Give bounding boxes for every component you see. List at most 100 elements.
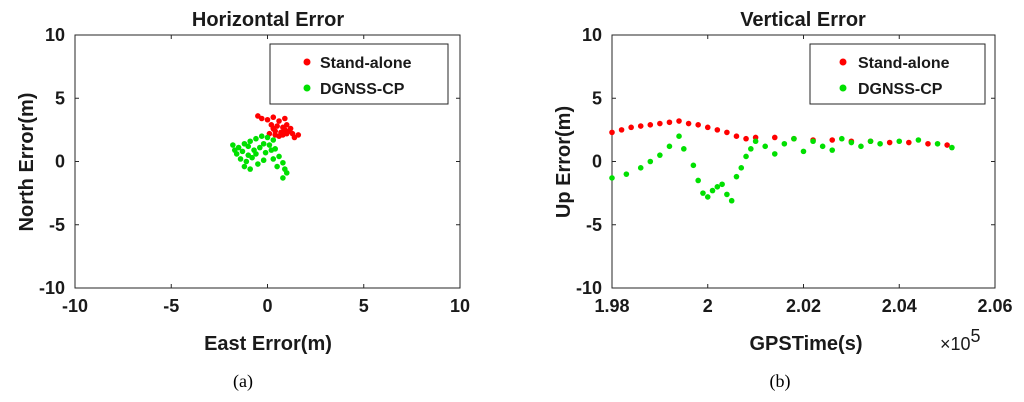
- y-axis-label: North Error(m): [16, 93, 38, 232]
- point-dgnss-cp: [949, 144, 955, 151]
- x-tick-label: 2.04: [882, 296, 917, 316]
- legend-marker-dgnss-cp: [839, 84, 847, 92]
- point-stand-alone: [906, 139, 912, 146]
- y-tick-label: 5: [55, 88, 65, 108]
- data-points: [609, 118, 955, 204]
- point-stand-alone: [704, 124, 711, 131]
- point-dgnss-cp: [733, 173, 740, 180]
- legend-label-dgnss-cp: DGNSS-CP: [858, 81, 943, 98]
- point-stand-alone: [628, 124, 634, 131]
- point-stand-alone: [285, 128, 292, 134]
- x-axis-label: GPSTime(s): [750, 333, 863, 355]
- x-tick-label: 0: [262, 296, 272, 316]
- point-stand-alone: [637, 123, 644, 129]
- point-dgnss-cp: [260, 140, 267, 147]
- point-dgnss-cp: [249, 154, 255, 161]
- point-stand-alone: [733, 133, 740, 139]
- point-stand-alone: [925, 140, 931, 147]
- point-stand-alone: [258, 115, 265, 122]
- point-stand-alone: [714, 127, 721, 133]
- point-stand-alone: [676, 118, 682, 124]
- point-dgnss-cp: [877, 140, 883, 147]
- y-tick-label: -10: [39, 278, 65, 298]
- point-dgnss-cp: [247, 138, 253, 145]
- point-dgnss-cp: [700, 190, 706, 196]
- y-tick-label: 10: [45, 25, 65, 45]
- point-stand-alone: [695, 122, 701, 128]
- chart-title: Vertical Error: [740, 9, 866, 31]
- point-dgnss-cp: [724, 191, 730, 198]
- point-stand-alone: [944, 142, 950, 148]
- point-dgnss-cp: [743, 153, 749, 160]
- point-dgnss-cp: [260, 157, 267, 164]
- point-stand-alone: [618, 127, 625, 133]
- point-stand-alone: [270, 125, 277, 132]
- point-stand-alone: [829, 137, 836, 143]
- x-tick-label: -5: [163, 296, 179, 316]
- point-dgnss-cp: [695, 177, 701, 184]
- y-tick-label: 0: [592, 152, 602, 172]
- y-axis-label: Up Error(m): [553, 106, 575, 218]
- multiplier-exponent: 5: [971, 326, 981, 346]
- point-stand-alone: [685, 120, 692, 127]
- point-dgnss-cp: [762, 143, 768, 150]
- point-stand-alone: [647, 122, 654, 128]
- point-dgnss-cp: [738, 165, 745, 171]
- point-dgnss-cp: [270, 137, 277, 143]
- point-dgnss-cp: [247, 166, 253, 172]
- point-stand-alone: [666, 119, 673, 126]
- point-dgnss-cp: [647, 158, 654, 165]
- x-tick-label: 2.02: [786, 296, 821, 316]
- axes: -10 -5 0 5 10 10 5 0 -5 -10: [39, 25, 470, 316]
- point-dgnss-cp: [264, 134, 271, 141]
- point-dgnss-cp: [270, 156, 277, 162]
- x-tick-label: 10: [450, 296, 470, 316]
- point-dgnss-cp: [283, 170, 290, 176]
- point-dgnss-cp: [714, 184, 721, 190]
- point-stand-alone: [270, 114, 277, 121]
- vertical-error-panel: Vertical Error 1.98 2 2.02 2.04 2.06 10 5 0 -5 -1…: [553, 9, 1013, 392]
- point-dgnss-cp: [280, 175, 286, 181]
- point-dgnss-cp: [681, 146, 687, 152]
- point-dgnss-cp: [896, 138, 903, 145]
- point-dgnss-cp: [230, 142, 236, 148]
- point-dgnss-cp: [243, 158, 250, 165]
- chart-title: Horizontal Error: [192, 9, 344, 31]
- point-dgnss-cp: [253, 135, 259, 142]
- axes: 1.98 2 2.02 2.04 2.06 10 5 0 -5 -10: [576, 25, 1013, 316]
- point-dgnss-cp: [657, 152, 663, 158]
- point-stand-alone: [886, 139, 893, 146]
- legend-label-stand-alone: Stand-alone: [320, 55, 412, 72]
- x-tick-label: 2.06: [977, 296, 1012, 316]
- x-axis-label: East Error(m): [204, 333, 332, 355]
- point-dgnss-cp: [934, 140, 941, 147]
- data-points: [230, 113, 302, 181]
- x-axis-multiplier: ×105: [940, 326, 981, 354]
- legend-box: [809, 43, 986, 105]
- point-dgnss-cp: [704, 194, 711, 200]
- legend: Stand-alone DGNSS-CP: [809, 43, 986, 105]
- point-dgnss-cp: [257, 144, 263, 151]
- point-dgnss-cp: [245, 143, 252, 150]
- point-dgnss-cp: [237, 156, 244, 162]
- point-dgnss-cp: [637, 165, 644, 171]
- legend-marker-stand-alone: [839, 58, 847, 66]
- y-tick-label: -5: [586, 215, 602, 235]
- legend-label-dgnss-cp: DGNSS-CP: [320, 81, 405, 98]
- point-dgnss-cp: [719, 181, 725, 188]
- point-dgnss-cp: [810, 138, 816, 145]
- point-stand-alone: [291, 134, 298, 141]
- point-stand-alone: [280, 132, 286, 138]
- point-dgnss-cp: [609, 175, 615, 181]
- legend-marker-dgnss-cp: [303, 84, 311, 92]
- point-stand-alone: [724, 129, 730, 136]
- point-dgnss-cp: [748, 146, 754, 152]
- y-tick-label: -5: [49, 215, 65, 235]
- point-stand-alone: [743, 135, 749, 142]
- point-dgnss-cp: [676, 133, 682, 139]
- point-stand-alone: [264, 116, 271, 123]
- point-dgnss-cp: [771, 151, 778, 157]
- point-dgnss-cp: [262, 149, 269, 156]
- point-dgnss-cp: [266, 142, 273, 148]
